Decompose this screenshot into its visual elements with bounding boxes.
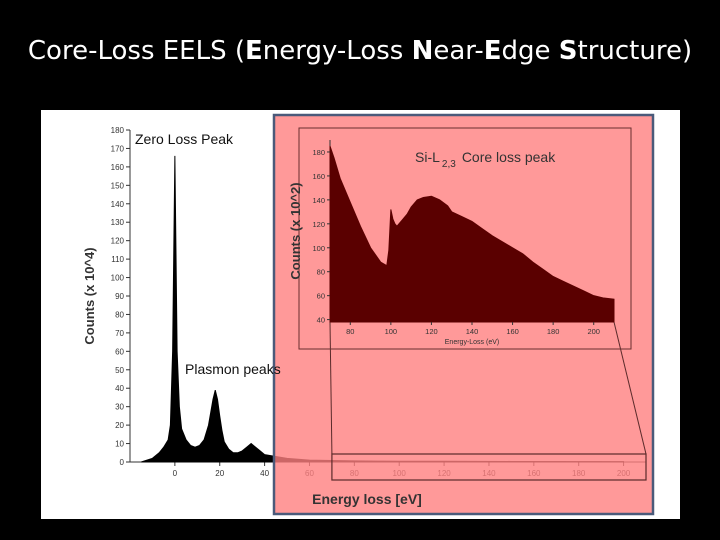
x-tick-label: 40 bbox=[260, 469, 269, 478]
title-part: Core-Loss EELS ( bbox=[27, 36, 246, 66]
inset-x-tick-label: 200 bbox=[587, 327, 600, 336]
eels-chart: 0 10 20 30 40 50 60 70 80 90 100 110 120 130 140 150 160… bbox=[82, 113, 655, 516]
annotation-zero-loss: Zero Loss Peak bbox=[135, 131, 234, 147]
y-tick-label: 170 bbox=[111, 144, 125, 153]
title-part: E bbox=[245, 36, 263, 66]
inset-x-axis-label: Energy-Loss (eV) bbox=[445, 339, 499, 346]
title-part: N bbox=[411, 36, 434, 66]
y-tick-label: 120 bbox=[111, 237, 125, 246]
core-loss-spectrum bbox=[329, 145, 615, 323]
title-part: S bbox=[558, 36, 578, 66]
y-tick-label: 90 bbox=[115, 292, 124, 301]
y-tick-label: 70 bbox=[115, 329, 124, 338]
inset-x-tick-label: 100 bbox=[385, 327, 398, 336]
inset-y-tick-label: 140 bbox=[312, 196, 325, 205]
y-tick-label: 40 bbox=[115, 384, 124, 393]
zoom-region-box bbox=[331, 453, 647, 481]
annotation-plasmon: Plasmon peaks bbox=[185, 361, 281, 377]
inset-x-tick-label: 120 bbox=[425, 327, 438, 336]
y-tick-label: 160 bbox=[111, 163, 125, 172]
title-part: ear- bbox=[433, 36, 484, 66]
y-tick-label: 150 bbox=[111, 181, 125, 190]
inset-x-tick-label: 140 bbox=[466, 327, 479, 336]
inset-y-axis-label: Counts (x 10^2) bbox=[288, 182, 303, 279]
inset-y-tick-label: 40 bbox=[317, 316, 325, 325]
y-tick-label: 100 bbox=[111, 274, 125, 283]
title-part: nergy-Loss bbox=[262, 36, 412, 66]
y-tick-label: 180 bbox=[111, 126, 125, 135]
inset-x-tick-label: 180 bbox=[547, 327, 560, 336]
inset-y-tick-label: 100 bbox=[312, 244, 325, 253]
inset-y-tick-label: 180 bbox=[312, 148, 325, 157]
inset-frame bbox=[298, 127, 632, 350]
y-tick-label: 0 bbox=[120, 458, 125, 467]
y-tick-label: 50 bbox=[115, 366, 124, 375]
y-tick-label: 80 bbox=[115, 310, 124, 319]
figure: 0 10 20 30 40 50 60 70 80 90 100 110 120 130 140 150 160… bbox=[41, 110, 680, 519]
zoom-guide-left bbox=[329, 321, 333, 455]
inset-y-tick-label: 120 bbox=[312, 220, 325, 229]
y-tick-label: 60 bbox=[115, 347, 124, 356]
title-part: dge bbox=[501, 36, 559, 66]
x-axis-label: Energy loss [eV] bbox=[312, 491, 422, 507]
slide-title: Core-Loss EELS (Energy-Loss Near-Edge St… bbox=[0, 36, 720, 66]
inset-title-main: Si-L bbox=[415, 149, 440, 165]
y-tick-label: 140 bbox=[111, 200, 125, 209]
x-tick-label: 0 bbox=[173, 469, 178, 478]
inset-x-tick-label: 80 bbox=[346, 327, 354, 336]
inset-y-tick-label: 60 bbox=[317, 292, 325, 301]
y-tick-label: 30 bbox=[115, 403, 124, 412]
x-tick-label: 20 bbox=[215, 469, 224, 478]
inset-y-tick-label: 160 bbox=[312, 172, 325, 181]
y-tick-label: 130 bbox=[111, 218, 125, 227]
inset-title: Si-L 2,3 Core loss peak bbox=[415, 149, 556, 170]
zoom-guides bbox=[329, 321, 647, 481]
inset-y-tick-label: 80 bbox=[317, 268, 325, 277]
title-part: tructure) bbox=[577, 36, 693, 66]
zoom-guide-right bbox=[613, 321, 647, 455]
core-loss-inset: 40 60 80 100 120 140 160 180 80 100 120 140 160 180 20… bbox=[288, 127, 632, 350]
inset-title-subscript: 2,3 bbox=[442, 159, 456, 170]
y-axis-label: Counts (x 10^4) bbox=[82, 247, 97, 344]
y-tick-label: 110 bbox=[111, 255, 124, 264]
chart-labels: Counts (x 10^4) Energy loss [eV] Zero Loss… bbox=[82, 131, 422, 507]
y-tick-label: 10 bbox=[115, 440, 124, 449]
y-tick-label: 20 bbox=[115, 421, 124, 430]
inset-x-tick-label: 160 bbox=[506, 327, 519, 336]
inset-title-suffix: Core loss peak bbox=[462, 149, 556, 165]
title-part: E bbox=[483, 36, 502, 66]
